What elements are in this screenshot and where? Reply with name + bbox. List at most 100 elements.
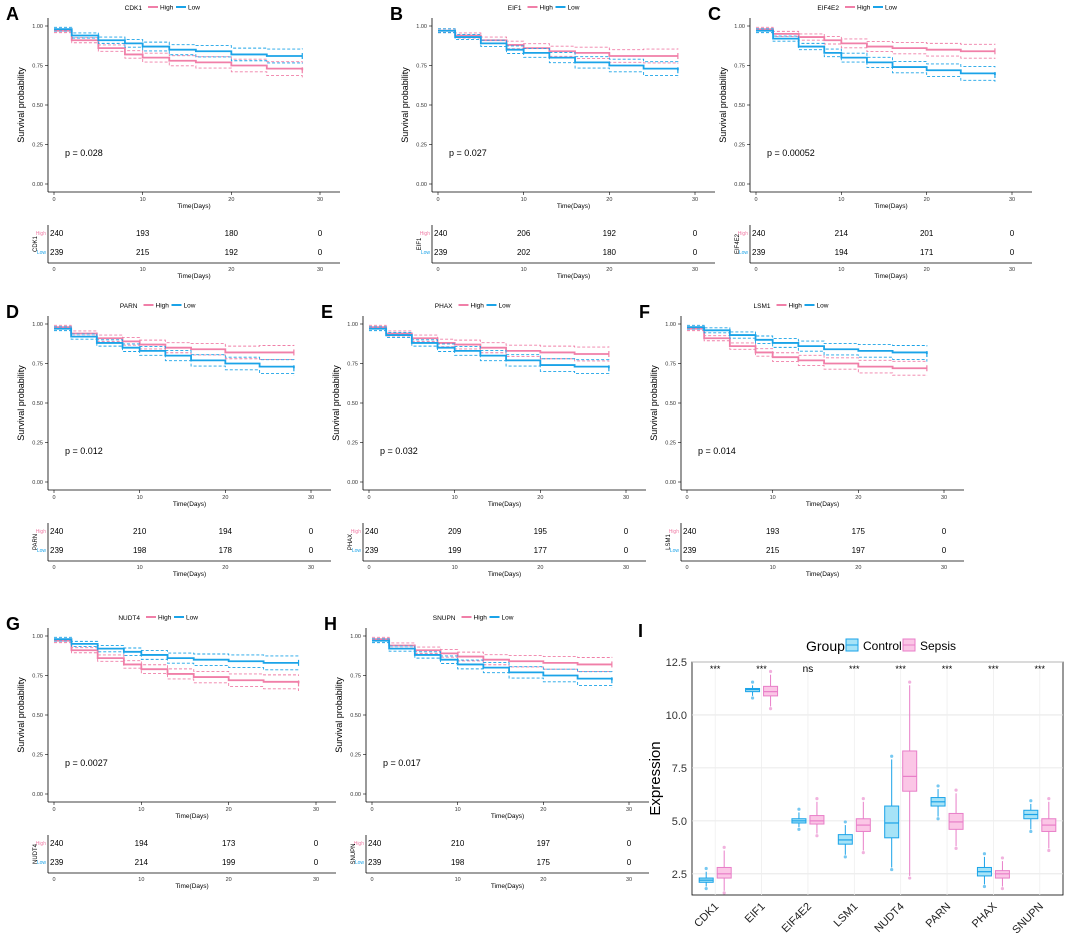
y-tick-label: 0.00 [416,182,427,188]
risk-x-tick-label: 30 [692,267,698,273]
y-tick-label: 0.50 [350,713,361,719]
x-tick-label: 20 [540,807,546,813]
y-axis-title: Survival probability [400,67,410,143]
x-axis-title: Time(Days) [874,203,907,210]
ci-upper-low [54,326,295,361]
legend-gene-label: LSM1 [754,303,771,310]
risk-count: 214 [835,229,849,238]
x-tick-label: 30 [941,495,947,501]
risk-row-label-low: Low [37,548,47,554]
x-axis-title: Time(Days) [557,203,590,210]
y-tick-label: 0.50 [734,103,745,109]
ci-upper-low [438,28,679,63]
km-curve-high [369,326,609,355]
outlier-point [1029,829,1033,834]
x-tick-label: 20 [924,197,930,203]
y-tick-label: 0.25 [416,143,427,149]
risk-x-tick-label: 20 [924,267,930,273]
legend-label-high: High [160,5,174,12]
risk-count: 194 [835,248,849,257]
risk-x-tick-label: 30 [941,565,947,571]
y-tick-label: 0.50 [665,401,676,407]
panel-letter: B [390,4,403,24]
y-tick-label: 0.75 [32,674,43,680]
risk-table-gene-label: CDK1 [33,235,39,252]
y-tick-label: 0.25 [665,441,676,447]
y-tick-label: 0.00 [32,182,43,188]
risk-row-label-low: Low [739,250,749,256]
risk-x-tick-label: 30 [623,565,629,571]
y-tick-label: 0.75 [32,362,43,368]
risk-count: 0 [1010,229,1015,238]
y-tick-label: 0.25 [734,143,745,149]
risk-count: 192 [603,229,617,238]
km-curve-low [438,29,679,71]
risk-count: 0 [314,858,319,867]
y-tick-label: 0.00 [32,480,43,486]
y-tick-label: 0.00 [734,182,745,188]
x-axis-title: Time(Days) [806,501,839,508]
risk-count: 0 [318,248,323,257]
x-tick-label: 30 [308,495,314,501]
outlier-point [750,680,755,684]
risk-table-gene-label: SNUPN [351,843,357,864]
x-tick-label: 10 [521,197,527,203]
x-tick-label: 30 [317,197,323,203]
y-tick-label: 0.00 [347,480,358,486]
panel-letter: H [324,614,337,634]
risk-x-axis-title: Time(Days) [557,273,590,280]
panel-letter: D [6,302,19,322]
y-tick-label: 0.25 [32,441,43,447]
risk-row-label-high: High [354,841,365,847]
y-tick-label: 0.00 [32,792,43,798]
y-tick-label: 0.25 [32,753,43,759]
risk-count: 239 [368,858,382,867]
outlier-point [768,707,773,711]
y-tick-label: 1.00 [32,634,43,640]
y-tick-label: 0.75 [665,362,676,368]
significance-label: *** [756,664,767,674]
x-tick-label: 20 [855,495,861,501]
risk-x-tick-label: 10 [137,565,143,571]
ci-upper-high [756,26,996,45]
x-tick-label: 0 [52,495,55,501]
x-tick-label: 10 [138,807,144,813]
risk-x-tick-label: 0 [367,565,370,571]
outlier-point [908,876,912,880]
risk-count: 0 [1010,248,1015,257]
risk-table-gene-label: PARN [33,534,39,550]
x-axis-title: Time(Days) [177,203,210,210]
p-value: p = 0.012 [65,446,103,456]
significance-label: *** [710,664,721,674]
risk-count: 201 [920,229,934,238]
risk-count: 239 [50,248,64,257]
risk-row-label-high: High [738,231,749,237]
risk-count: 0 [942,546,947,555]
ci-upper-low [369,326,610,361]
outlier-point [722,845,726,849]
km-curve-high [687,327,927,370]
risk-count: 171 [920,248,934,257]
risk-row-label-low: Low [421,250,431,256]
significance-label: *** [849,664,860,674]
risk-count: 239 [50,858,64,867]
y-tick-label: 0.75 [416,64,427,70]
x-tick-label: 0 [367,495,370,501]
category-label: EIF4E2 [780,901,814,935]
risk-x-axis-title: Time(Days) [806,571,839,578]
ci-upper-high [369,324,610,348]
category-label: SNUPN [1010,901,1046,937]
risk-x-tick-label: 20 [540,877,546,883]
y-tick-label: 7.5 [672,763,687,775]
outlier-point [797,807,801,811]
risk-x-tick-label: 20 [222,565,228,571]
y-tick-label: 0.75 [350,674,361,680]
y-tick-label: 0.75 [734,64,745,70]
risk-count: 240 [683,527,697,536]
x-tick-label: 0 [685,495,688,501]
